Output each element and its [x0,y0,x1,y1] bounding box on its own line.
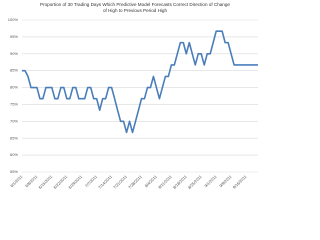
x-tick-label: 6/22/2011 [52,173,68,189]
x-tick-label: 6/1/2011 [9,173,24,188]
y-tick-label: 100% [8,17,19,22]
y-tick-label: 85% [10,68,18,73]
x-tick-label: 8/25/2011 [187,173,203,189]
y-tick-label: 55% [10,169,18,174]
y-tick-label: 70% [10,118,18,123]
y-tick-label: 65% [10,135,18,140]
y-tick-label: 80% [10,85,18,90]
chart-title: Proportion of 30 Trading Days Which Pred… [40,2,230,13]
x-tick-label: 6/15/2011 [37,173,53,189]
x-tick-label: 7/14/2011 [97,173,113,189]
x-tick-label: 9/1/2011 [203,173,218,188]
y-tick-label: 95% [10,34,18,39]
x-tick-label: 6/29/2011 [67,173,83,189]
y-tick-label: 60% [10,152,18,157]
data-line [22,30,258,134]
x-tick-label: 8/11/2011 [157,173,173,189]
x-tick-label: 9/16/2011 [232,173,248,189]
y-tick-label: 75% [10,102,18,107]
x-tick-label: 7/21/2011 [112,173,128,189]
chart: Proportion of 30 Trading Days Which Pred… [8,2,258,190]
title-box: Proportion of 30 Trading Days Which Pred… [40,2,230,13]
x-tick-label: 7/28/2011 [127,173,143,189]
y-tick-label: 90% [10,51,18,56]
x-tick-label: 8/18/2011 [172,173,188,189]
